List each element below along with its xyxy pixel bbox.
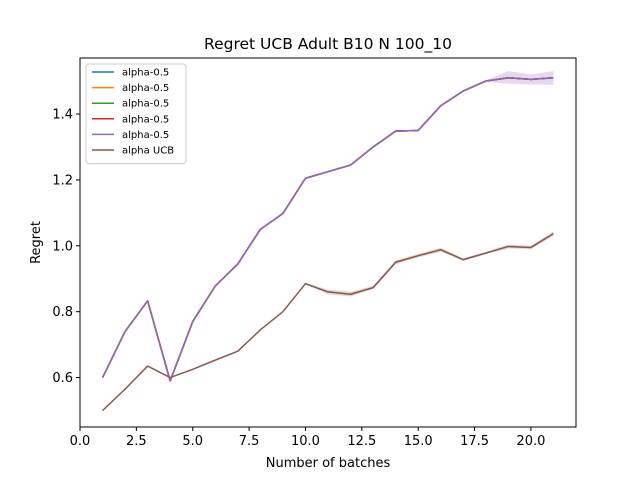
y-tick-label: 0.8	[52, 305, 73, 320]
x-axis-title: Number of batches	[266, 456, 391, 471]
y-axis-title: Regret	[29, 221, 44, 264]
legend-label-6: alpha UCB	[122, 146, 174, 157]
chart-title: Regret UCB Adult B10 N 100_10	[204, 35, 452, 54]
x-tick-label: 10.0	[291, 434, 320, 449]
legend: alpha-0.5 alpha-0.5 alpha-0.5 alpha-0.5 alph…	[85, 63, 187, 165]
legend-label-3: alpha-0.5	[122, 99, 169, 110]
series-5-line	[101, 77, 554, 382]
y-tick-label: 0.6	[52, 371, 73, 386]
x-axis: 0.0 2.5 5.0 7.5 10.0 12.5 15.0 17.5 20.0	[70, 427, 545, 449]
series-6-line	[102, 232, 554, 412]
x-tick-label: 5.0	[182, 434, 203, 449]
y-tick-label: 1.2	[52, 173, 73, 188]
x-tick-label: 20.0	[516, 434, 545, 449]
legend-box	[85, 63, 187, 165]
x-tick-label: 0.0	[70, 434, 91, 449]
plot-frame	[79, 57, 577, 428]
legend-label-5: alpha-0.5	[122, 130, 169, 141]
series-lines	[101, 77, 554, 412]
x-tick-label: 7.5	[239, 434, 260, 449]
x-tick-label: 12.5	[347, 434, 376, 449]
x-tick-label: 17.5	[460, 434, 489, 449]
y-tick-label: 1.4	[52, 108, 73, 123]
x-tick-label: 2.5	[126, 434, 147, 449]
y-axis: 0.6 0.8 1.0 1.2 1.4	[52, 108, 80, 386]
legend-label-1: alpha-0.5	[122, 68, 169, 79]
x-tick-label: 15.0	[404, 434, 433, 449]
legend-label-2: alpha-0.5	[122, 83, 169, 94]
legend-label-4: alpha-0.5	[122, 114, 169, 125]
y-tick-label: 1.0	[52, 239, 73, 254]
